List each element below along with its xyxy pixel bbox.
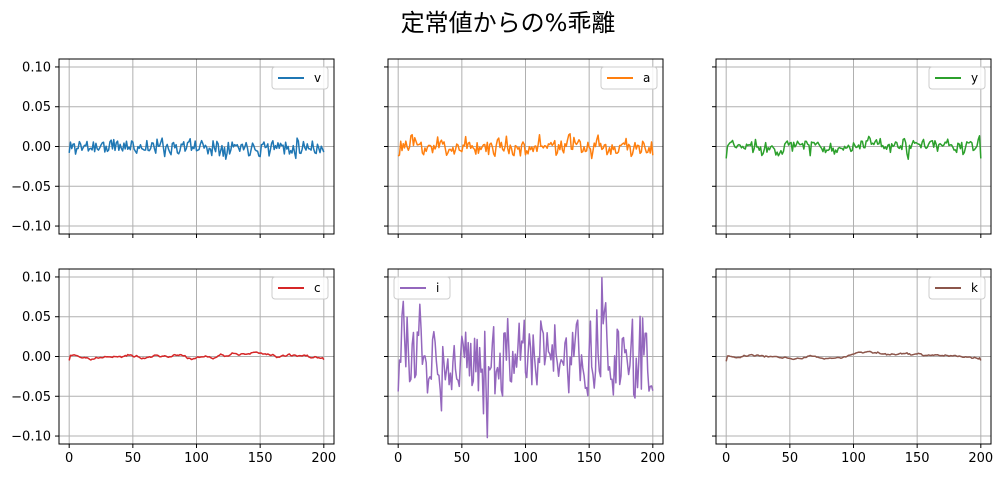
legend-label: k bbox=[971, 281, 978, 295]
legend-i: i bbox=[393, 276, 451, 300]
legend-y: y bbox=[928, 66, 986, 90]
y-tick-label: 0.10 bbox=[22, 270, 51, 285]
x-tick-label: 200 bbox=[311, 451, 336, 466]
subplot-k: 0 50 100 150 200 k bbox=[712, 268, 993, 466]
legend-v: v bbox=[271, 66, 329, 90]
x-tick-label: 50 bbox=[782, 451, 799, 466]
chart-title: 定常値からの%乖離 bbox=[401, 9, 616, 37]
x-tick-label: 100 bbox=[513, 451, 538, 466]
legend-c: c bbox=[271, 276, 329, 300]
x-tick-label: 200 bbox=[968, 451, 993, 466]
series-line-c bbox=[68, 351, 325, 361]
x-tick-label: 150 bbox=[248, 451, 273, 466]
legend-a: a bbox=[600, 66, 658, 90]
series-line-y bbox=[725, 135, 982, 160]
subplot-grid: −0.10 −0.05 0.00 0.05 0.10 v a y 0 50 100 150 200 −0.… bbox=[11, 58, 993, 466]
y-tick-label: 0.00 bbox=[22, 350, 51, 365]
subplot-v: −0.10 −0.05 0.00 0.05 0.10 v bbox=[11, 58, 335, 238]
y-tick-label: −0.10 bbox=[11, 430, 51, 445]
x-tick-label: 100 bbox=[184, 451, 209, 466]
series-line-k bbox=[725, 350, 982, 362]
x-tick-label: 100 bbox=[841, 451, 866, 466]
y-tick-label: 0.00 bbox=[22, 140, 51, 155]
y-tick-label: 0.05 bbox=[22, 100, 51, 115]
legend-label: v bbox=[314, 71, 321, 85]
x-tick-label: 150 bbox=[577, 451, 602, 466]
x-tick-label: 50 bbox=[454, 451, 471, 466]
series-line-i bbox=[397, 277, 654, 439]
legend-label: c bbox=[314, 281, 321, 295]
subplot-c: 0 50 100 150 200 −0.10 −0.05 0.00 0.05 0.10 c bbox=[11, 268, 336, 466]
legend-label: i bbox=[436, 281, 439, 295]
legend-k: k bbox=[928, 276, 986, 300]
subplot-y: y bbox=[712, 58, 992, 238]
x-tick-label: 0 bbox=[394, 451, 402, 466]
x-tick-label: 0 bbox=[722, 451, 730, 466]
y-tick-label: −0.05 bbox=[11, 180, 51, 195]
legend-label: y bbox=[971, 71, 978, 85]
subplot-i: 0 50 100 150 200 i bbox=[384, 268, 665, 466]
series-line-a bbox=[397, 133, 654, 160]
x-tick-label: 150 bbox=[905, 451, 930, 466]
y-tick-label: −0.10 bbox=[11, 220, 51, 235]
y-tick-label: 0.10 bbox=[22, 60, 51, 75]
legend-label: a bbox=[643, 71, 650, 85]
x-tick-label: 200 bbox=[640, 451, 665, 466]
x-tick-label: 0 bbox=[65, 451, 73, 466]
x-tick-label: 50 bbox=[125, 451, 142, 466]
series-line-v bbox=[68, 137, 325, 160]
y-tick-label: −0.05 bbox=[11, 390, 51, 405]
subplot-a: a bbox=[384, 58, 664, 238]
y-tick-label: 0.05 bbox=[22, 310, 51, 325]
